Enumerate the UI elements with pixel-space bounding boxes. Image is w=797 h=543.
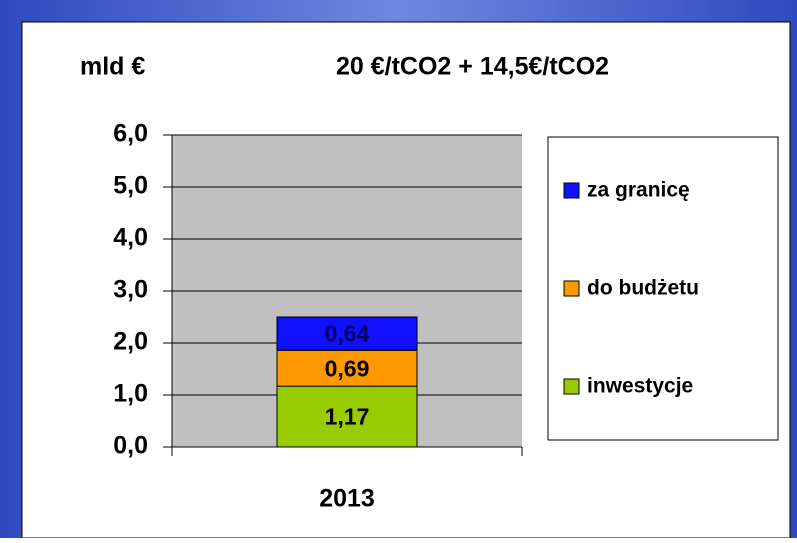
y-tick-label: 6,0 <box>113 120 148 148</box>
data-label: 0,64 <box>325 321 370 347</box>
chart-title: 20 €/tCO2 + 14,5€/tCO2 <box>336 53 609 81</box>
bar-segment <box>276 316 418 351</box>
y-tick-label: 1,0 <box>113 380 148 408</box>
legend-swatch <box>563 182 580 199</box>
legend-label: inwestycje <box>587 375 693 398</box>
y-axis-label: mld € <box>80 53 145 81</box>
legend-swatch <box>563 378 580 395</box>
x-tick-label: 2013 <box>319 485 375 513</box>
legend-label: za granicę <box>587 179 690 202</box>
legend <box>547 136 779 441</box>
y-tick-label: 0,0 <box>113 432 148 460</box>
y-tick-label: 2,0 <box>113 328 148 356</box>
y-tick-label: 4,0 <box>113 224 148 252</box>
data-label: 1,17 <box>325 404 370 430</box>
legend-swatch <box>563 280 580 297</box>
y-tick-label: 5,0 <box>113 172 148 200</box>
legend-label: do budżetu <box>587 277 699 300</box>
data-label: 0,69 <box>325 355 370 381</box>
y-tick-label: 3,0 <box>113 276 148 304</box>
